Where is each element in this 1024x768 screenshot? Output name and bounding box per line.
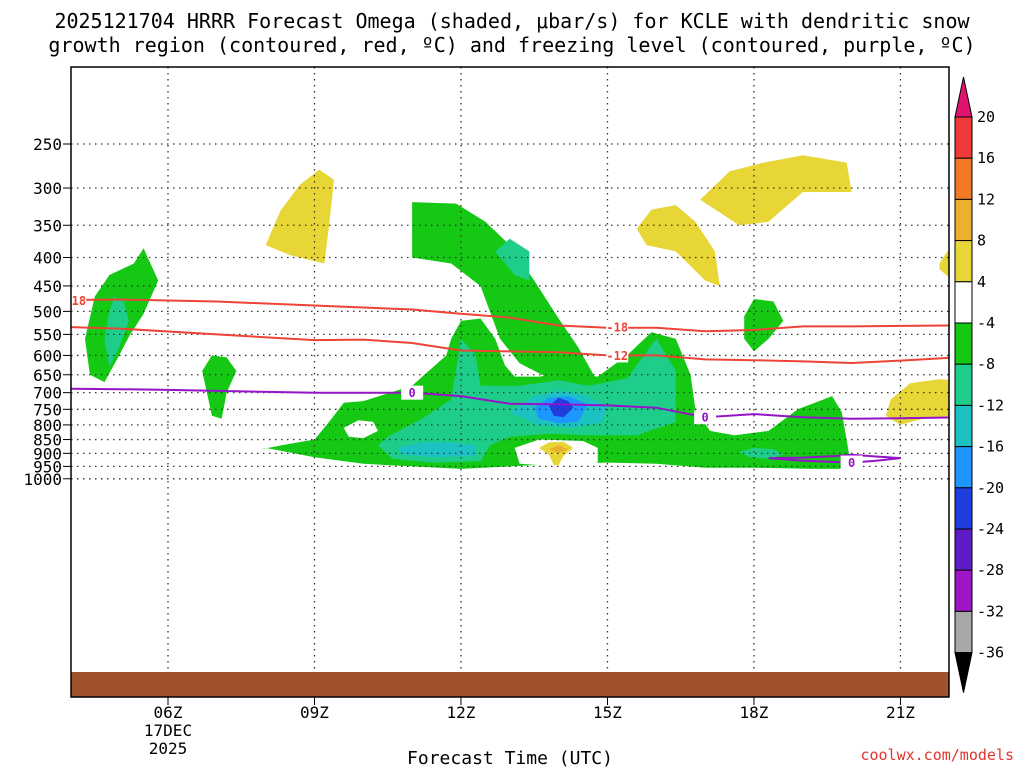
freezing-level-label-bg-0-1 — [694, 410, 717, 425]
freezing-level-label-0-0: 0 — [409, 386, 416, 400]
isotherm-label-bg-0-1 — [606, 319, 629, 334]
isotherm-line-0 — [71, 298, 949, 333]
colorbar-swatch-10 — [954, 528, 973, 571]
colorbar-swatch-12 — [954, 610, 973, 654]
isotherm-label-bg-0-0 — [71, 293, 87, 308]
contour-layer: -18 -18 -12 0 0 0 — [64, 293, 949, 470]
date-label-day: 17DEC — [144, 721, 192, 740]
x-tick-label-06Z: 06Z — [154, 703, 183, 722]
omega-region-9 — [744, 299, 784, 352]
colorbar-swatch-2 — [954, 198, 973, 242]
isotherm-label-1-0: -12 — [606, 349, 628, 363]
y-tick-label-900: 900 — [33, 444, 62, 463]
omega-gap-0 — [343, 420, 378, 439]
y-tick-label-800: 800 — [33, 416, 62, 435]
colorbar-swatch-11 — [954, 569, 973, 612]
colorbar-swatch-3 — [954, 240, 973, 283]
colorbar-label-11: -28 — [977, 561, 1004, 579]
y-tick-label-950: 950 — [33, 457, 62, 476]
omega-region-top-19 — [548, 445, 569, 454]
y-tick-label-250: 250 — [33, 135, 62, 154]
omega-region-12 — [378, 338, 676, 463]
colorbar-label-6: -8 — [977, 355, 995, 373]
colorbar-label-9: -20 — [977, 479, 1004, 497]
freezing-level-label-bg-0-0 — [401, 385, 424, 400]
colorbar-swatch-8 — [954, 446, 973, 489]
y-tick-label-1000: 1000 — [23, 470, 62, 489]
colorbar-swatch-7 — [954, 404, 973, 448]
colorbar-swatch-0 — [954, 116, 973, 159]
y-tick-label-750: 750 — [33, 400, 62, 419]
isotherm-label-bg-1-0 — [606, 348, 629, 363]
credit-text: coolwx.com/models — [860, 746, 1014, 764]
y-tick-label-300: 300 — [33, 179, 62, 198]
colorbar-label-3: 8 — [977, 232, 986, 250]
omega-region-6 — [202, 355, 237, 419]
freezing-level-label-0-1: 0 — [702, 411, 709, 425]
colorbar-label-2: 12 — [977, 190, 995, 208]
omega-region-17 — [548, 397, 574, 418]
colorbar-swatch-6 — [954, 363, 973, 406]
omega-region-top-18 — [539, 441, 574, 466]
colorbar-bottom-arrow — [954, 652, 973, 693]
freezing-level-line-1 — [768, 453, 901, 464]
omega-region-4 — [885, 379, 949, 425]
y-tick-label-500: 500 — [33, 302, 62, 321]
y-tick-label-450: 450 — [33, 277, 62, 296]
y-tick-label-600: 600 — [33, 346, 62, 365]
x-tick-label-18Z: 18Z — [740, 703, 769, 722]
y-tick-label-350: 350 — [33, 216, 62, 235]
ground-strip — [71, 672, 949, 697]
omega-region-11 — [495, 238, 530, 281]
colorbar-label-13: -36 — [977, 644, 1004, 662]
colorbar: 20 16 12 8 4 -4 -8 -12 -16 -20 -24 -28 -32 -36 — [954, 76, 1004, 693]
colorbar-label-12: -32 — [977, 602, 1004, 620]
y-tick-label-400: 400 — [33, 249, 62, 268]
isotherm-line-1 — [71, 326, 949, 365]
y-tick-label-700: 700 — [33, 384, 62, 403]
freezing-level-label-1-0: 0 — [848, 456, 855, 470]
gridlines — [71, 67, 949, 697]
isotherm-label-0-0: -18 — [64, 294, 86, 308]
plot-area: -18 -18 -12 0 0 0 — [64, 67, 949, 697]
colorbar-swatch-1 — [954, 157, 973, 200]
colorbar-swatch-5 — [954, 322, 973, 365]
omega-region-3 — [939, 248, 949, 278]
x-tick-label-12Z: 12Z — [447, 703, 476, 722]
colorbar-top-arrow — [954, 76, 973, 118]
omega-region-0 — [265, 169, 334, 264]
colorbar-label-1: 16 — [977, 149, 995, 167]
x-axis-label: Forecast Time (UTC) — [407, 748, 613, 768]
freezing-level-label-bg-1-0 — [840, 455, 863, 470]
colorbar-label-0: 20 — [977, 108, 995, 126]
freezing-level-line-0 — [71, 387, 949, 420]
x-tick-label-09Z: 09Z — [300, 703, 329, 722]
colorbar-label-4: 4 — [977, 273, 986, 291]
y-tick-label-550: 550 — [33, 325, 62, 344]
omega-region-2 — [700, 155, 852, 226]
plot-border — [70, 66, 950, 698]
y-tick-label-850: 850 — [33, 431, 62, 450]
x-axis-ticks: 06Z 09Z 12Z 15Z 18Z 21Z — [154, 697, 915, 722]
colorbar-swatch-4 — [954, 281, 973, 324]
colorbar-label-5: -4 — [977, 314, 995, 332]
colorbar-label-8: -16 — [977, 438, 1004, 456]
colorbar-label-7: -12 — [977, 396, 1004, 414]
chart-title-line1: 2025121704 HRRR Forecast Omega (shaded, … — [54, 9, 970, 33]
y-tick-label-650: 650 — [33, 366, 62, 385]
omega-region-10 — [104, 296, 129, 368]
date-label-year: 2025 — [149, 739, 188, 758]
omega-shading-layer — [85, 155, 949, 469]
x-tick-label-15Z: 15Z — [593, 703, 622, 722]
omega-region-8 — [412, 202, 598, 383]
colorbar-swatch-9 — [954, 487, 973, 530]
omega-gap-layer — [343, 420, 598, 467]
colorbar-label-10: -24 — [977, 520, 1004, 538]
y-axis-ticks: 2503003504004505005506006507007508008509… — [23, 135, 71, 489]
omega-region-1 — [636, 205, 720, 286]
x-tick-label-21Z: 21Z — [886, 703, 915, 722]
isotherm-label-0-1: -18 — [606, 320, 628, 334]
chart-title-line2: growth region (contoured, red, ºC) and f… — [48, 33, 975, 57]
